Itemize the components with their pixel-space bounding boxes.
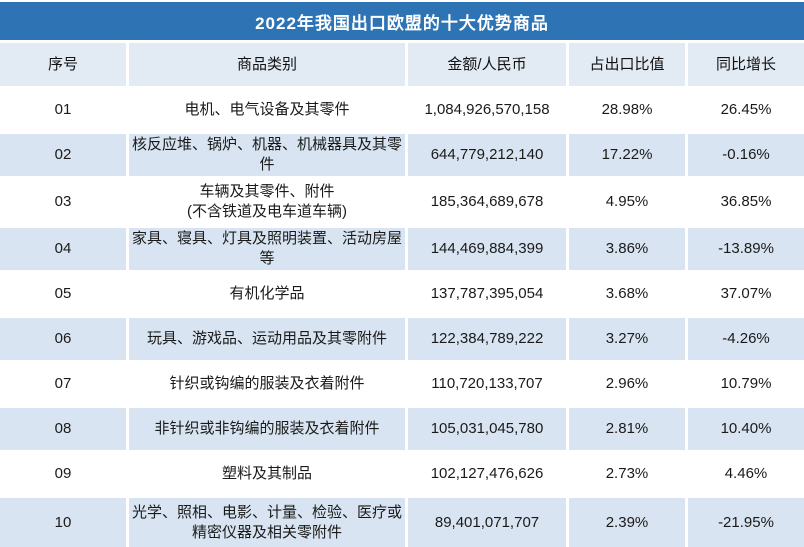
col-header-yoy: 同比增长 [688, 43, 804, 86]
cell-amount: 644,779,212,140 [408, 134, 566, 176]
cell-share: 17.22% [569, 134, 685, 176]
cell-no: 07 [0, 363, 126, 405]
cell-amount: 110,720,133,707 [408, 363, 566, 405]
col-header-amount: 金额/人民币 [408, 43, 566, 86]
cell-share: 3.68% [569, 273, 685, 315]
cell-amount: 102,127,476,626 [408, 453, 566, 495]
cell-no: 10 [0, 498, 126, 547]
cell-share: 4.95% [569, 179, 685, 225]
cell-share: 3.86% [569, 228, 685, 270]
cell-yoy: 37.07% [688, 273, 804, 315]
cell-yoy: -21.95% [688, 498, 804, 547]
cell-category: 家具、寝具、灯具及照明装置、活动房屋等 [129, 228, 405, 270]
cell-no: 06 [0, 318, 126, 360]
cell-share: 3.27% [569, 318, 685, 360]
cell-no: 01 [0, 89, 126, 131]
cell-no: 04 [0, 228, 126, 270]
cell-yoy: 36.85% [688, 179, 804, 225]
cell-amount: 144,469,884,399 [408, 228, 566, 270]
cell-no: 09 [0, 453, 126, 495]
cell-category: 塑料及其制品 [129, 453, 405, 495]
cell-yoy: 10.40% [688, 408, 804, 450]
cell-amount: 122,384,789,222 [408, 318, 566, 360]
cell-amount: 185,364,689,678 [408, 179, 566, 225]
col-header-no: 序号 [0, 43, 126, 86]
cell-amount: 137,787,395,054 [408, 273, 566, 315]
col-header-share: 占出口比值 [569, 43, 685, 86]
cell-no: 02 [0, 134, 126, 176]
cell-category: 针织或钩编的服装及衣着附件 [129, 363, 405, 405]
cell-share: 2.39% [569, 498, 685, 547]
cell-category: 车辆及其零件、附件 (不含铁道及电车道车辆) [129, 179, 405, 225]
cell-no: 03 [0, 179, 126, 225]
cell-amount: 105,031,045,780 [408, 408, 566, 450]
cell-yoy: -0.16% [688, 134, 804, 176]
cell-yoy: -13.89% [688, 228, 804, 270]
cell-category: 有机化学品 [129, 273, 405, 315]
cell-share: 28.98% [569, 89, 685, 131]
cell-yoy: 26.45% [688, 89, 804, 131]
cell-yoy: 4.46% [688, 453, 804, 495]
page-title: 2022年我国出口欧盟的十大优势商品 [255, 13, 549, 33]
cell-amount: 89,401,071,707 [408, 498, 566, 547]
cell-category: 核反应堆、锅炉、机器、机械器具及其零件 [129, 134, 405, 176]
cell-share: 2.73% [569, 453, 685, 495]
cell-category: 电机、电气设备及其零件 [129, 89, 405, 131]
cell-yoy: -4.26% [688, 318, 804, 360]
cell-yoy: 10.79% [688, 363, 804, 405]
cell-category: 玩具、游戏品、运动用品及其零附件 [129, 318, 405, 360]
cell-category: 光学、照相、电影、计量、检验、医疗或 精密仪器及相关零附件 [129, 498, 405, 547]
cell-category: 非针织或非钩编的服装及衣着附件 [129, 408, 405, 450]
col-header-category: 商品类别 [129, 43, 405, 86]
data-table: 序号 商品类别 金额/人民币 占出口比值 同比增长 01 电机、电气设备及其零件… [0, 43, 804, 547]
table-title-bar: 2022年我国出口欧盟的十大优势商品 [0, 2, 804, 40]
cell-no: 08 [0, 408, 126, 450]
cell-no: 05 [0, 273, 126, 315]
cell-amount: 1,084,926,570,158 [408, 89, 566, 131]
cell-share: 2.96% [569, 363, 685, 405]
cell-share: 2.81% [569, 408, 685, 450]
